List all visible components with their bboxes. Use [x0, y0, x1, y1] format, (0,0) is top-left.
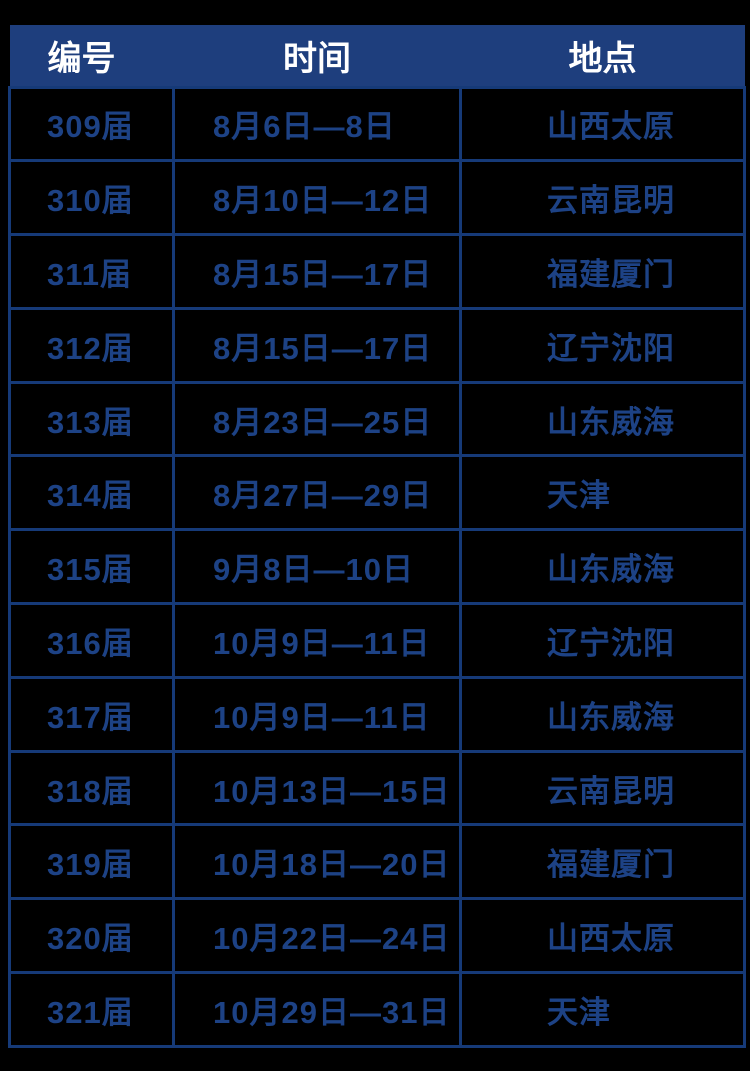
cell-number: 319届: [8, 823, 175, 901]
table-row: 321届 10月29日—31日 天津: [8, 971, 746, 1048]
cell-number: 314届: [8, 454, 175, 532]
cell-number: 315届: [8, 528, 175, 606]
cell-time: 10月29日—31日: [172, 971, 462, 1048]
cell-time: 8月15日—17日: [172, 233, 462, 310]
cell-number: 313届: [8, 380, 175, 458]
cell-location: 天津: [459, 454, 746, 532]
cell-time: 10月9日—11日: [172, 602, 462, 679]
header-cell-time: 时间: [173, 25, 461, 87]
schedule-table: 编号 时间 地点 309届 8月6日—8日 山西太原 310届 8月10日—12…: [8, 25, 746, 1048]
table-row: 315届 9月8日—10日 山东威海: [8, 528, 746, 606]
table-row: 314届 8月27日—29日 天津: [8, 454, 746, 532]
table-row: 309届 8月6日—8日 山西太原: [8, 85, 746, 163]
cell-number: 321届: [8, 971, 175, 1048]
cell-number: 318届: [8, 749, 175, 827]
cell-location: 辽宁沈阳: [459, 602, 746, 679]
cell-time: 8月10日—12日: [172, 159, 462, 237]
cell-location: 山东威海: [459, 675, 746, 753]
cell-time: 8月15日—17日: [172, 306, 462, 384]
cell-time: 8月27日—29日: [172, 454, 462, 532]
table-row: 310届 8月10日—12日 云南昆明: [8, 159, 746, 237]
cell-location: 云南昆明: [459, 159, 746, 237]
cell-number: 320届: [8, 897, 175, 975]
cell-number: 316届: [8, 602, 175, 679]
cell-time: 8月6日—8日: [172, 85, 462, 163]
table-row: 313届 8月23日—25日 山东威海: [8, 380, 746, 458]
cell-location: 山东威海: [459, 528, 746, 606]
cell-time: 10月22日—24日: [172, 897, 462, 975]
cell-location: 辽宁沈阳: [459, 306, 746, 384]
cell-number: 310届: [8, 159, 175, 237]
cell-number: 311届: [8, 233, 175, 310]
table-row: 318届 10月13日—15日 云南昆明: [8, 749, 746, 827]
table-row: 316届 10月9日—11日 辽宁沈阳: [8, 602, 746, 679]
cell-time: 9月8日—10日: [172, 528, 462, 606]
cell-location: 福建厦门: [459, 233, 746, 310]
cell-number: 309届: [8, 85, 175, 163]
cell-time: 10月18日—20日: [172, 823, 462, 901]
table-row: 312届 8月15日—17日 辽宁沈阳: [8, 306, 746, 384]
table-header: 编号 时间 地点: [9, 25, 745, 87]
cell-location: 山西太原: [459, 897, 746, 975]
cell-location: 福建厦门: [459, 823, 746, 901]
cell-location: 云南昆明: [459, 749, 746, 827]
cell-time: 10月13日—15日: [172, 749, 462, 827]
table-row: 317届 10月9日—11日 山东威海: [8, 675, 746, 753]
cell-time: 10月9日—11日: [172, 675, 462, 753]
cell-location: 天津: [459, 971, 746, 1048]
header-row: 编号 时间 地点: [9, 25, 745, 87]
cell-time: 8月23日—25日: [172, 380, 462, 458]
table-body: 309届 8月6日—8日 山西太原 310届 8月10日—12日 云南昆明 31…: [8, 85, 746, 1048]
cell-number: 317届: [8, 675, 175, 753]
table-row: 311届 8月15日—17日 福建厦门: [8, 233, 746, 310]
cell-location: 山西太原: [459, 85, 746, 163]
table-row: 319届 10月18日—20日 福建厦门: [8, 823, 746, 901]
table-row: 320届 10月22日—24日 山西太原: [8, 897, 746, 975]
cell-number: 312届: [8, 306, 175, 384]
header-cell-location: 地点: [460, 25, 745, 87]
cell-location: 山东威海: [459, 380, 746, 458]
header-cell-number: 编号: [9, 25, 174, 87]
